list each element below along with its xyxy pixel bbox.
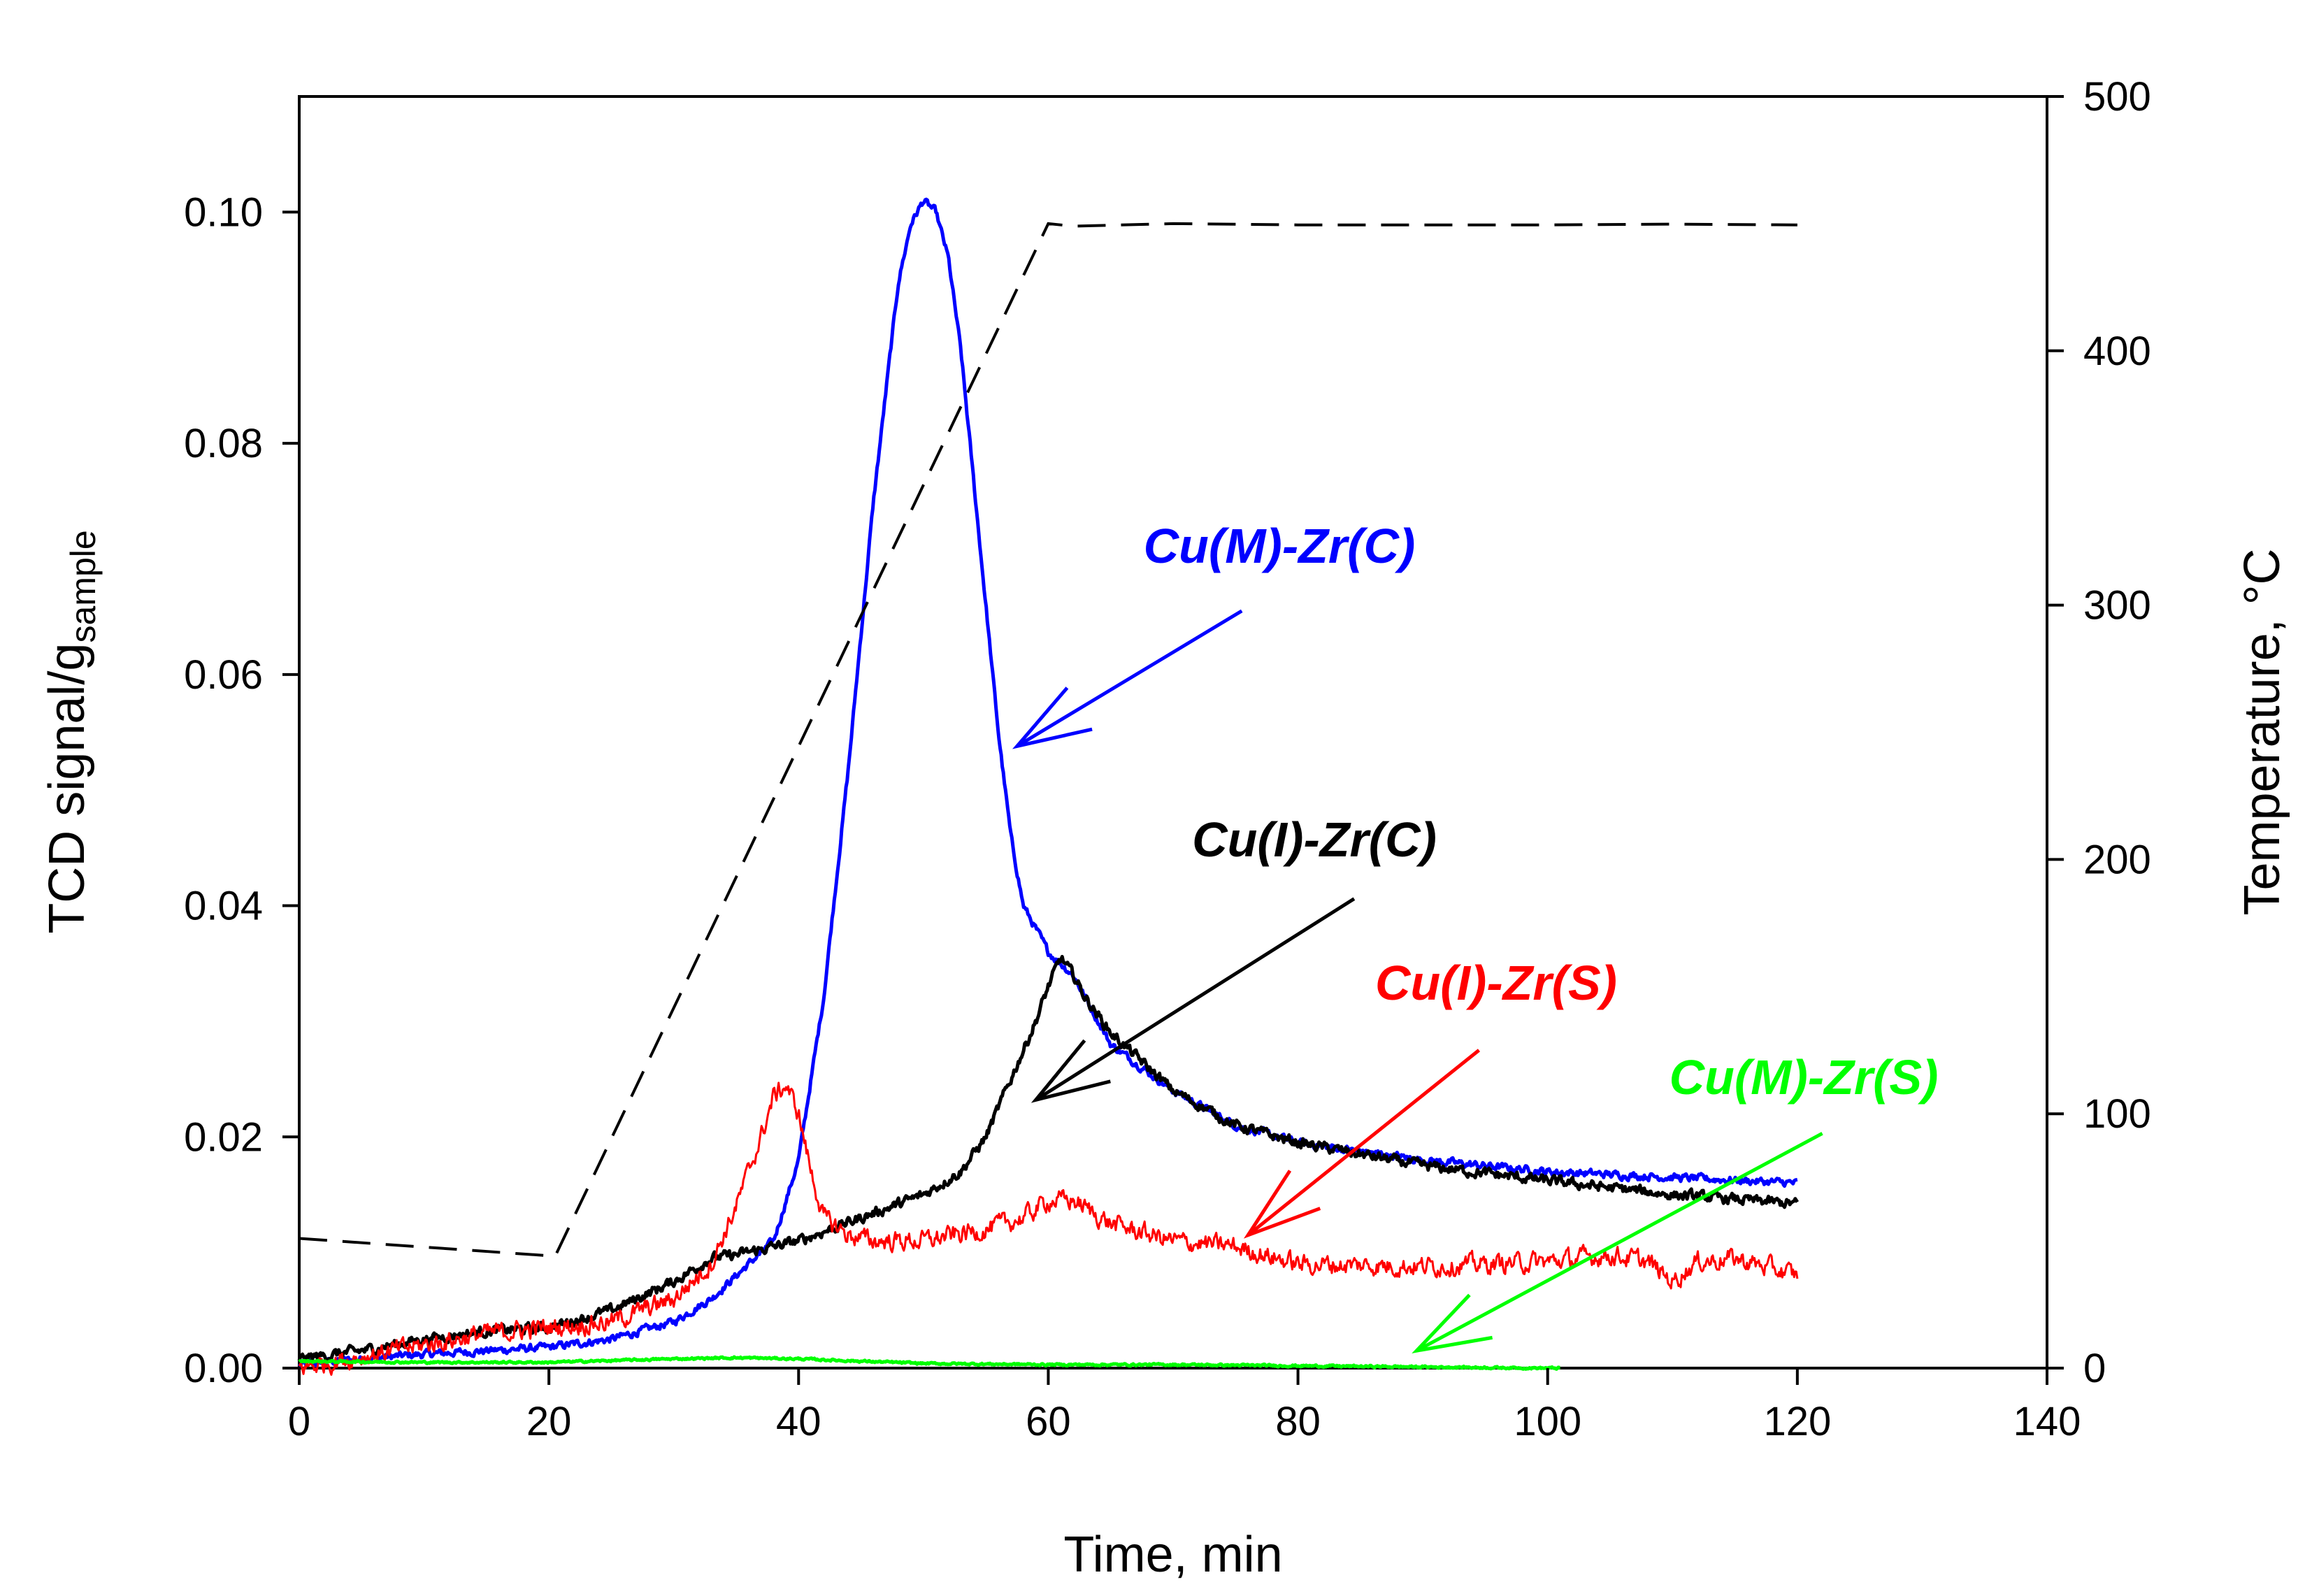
plot-area bbox=[298, 95, 2048, 1369]
y-axis-title-subscript: sample bbox=[64, 530, 103, 642]
arrowhead-cu-m-zr-s bbox=[1412, 1293, 1493, 1353]
y2-tick-label: 0 bbox=[2083, 1346, 2106, 1391]
y-tick-label: 0.08 bbox=[184, 421, 263, 466]
y-tick-label: 0.10 bbox=[184, 189, 263, 235]
y-axis-title-main: TCD signal/g bbox=[39, 643, 95, 934]
series-label-cu-m-zr-c: Cu(M)-Zr(C) bbox=[1144, 519, 1416, 573]
x-axis-title: Time, min bbox=[1063, 1527, 1282, 1583]
series-lines bbox=[297, 197, 1800, 1376]
arrow-cu-m-zr-s bbox=[1416, 1132, 1823, 1353]
temperature-dashed-line bbox=[299, 222, 1797, 1258]
x-tick-label: 0 bbox=[288, 1399, 310, 1444]
y2-tick-label: 300 bbox=[2083, 583, 2151, 628]
axis-ticks: 0 20 40 60 80 100 120 140 0.00 0.02 0.04 0.06 0.08 0.… bbox=[184, 74, 2151, 1444]
y-tick-label: 0.06 bbox=[184, 652, 263, 698]
y2-tick-label: 500 bbox=[2083, 74, 2151, 120]
x-tick-label: 40 bbox=[776, 1399, 821, 1444]
series-label-cu-i-zr-c: Cu(I)-Zr(C) bbox=[1192, 812, 1437, 867]
y-tick-label: 0.04 bbox=[184, 884, 263, 929]
series-line-cu-i-zr-s bbox=[298, 1081, 1799, 1376]
x-tick-label: 20 bbox=[526, 1399, 572, 1444]
y2-tick-label: 400 bbox=[2083, 329, 2151, 374]
x-tick-label: 140 bbox=[2013, 1399, 2081, 1444]
y-tick-label: 0.00 bbox=[184, 1346, 263, 1391]
y-axis-title: TCD signal/gsample bbox=[39, 530, 103, 933]
y-tick-label: 0.02 bbox=[184, 1114, 263, 1160]
series-label-cu-m-zr-s: Cu(M)-Zr(S) bbox=[1669, 1050, 1939, 1105]
x-tick-label: 60 bbox=[1026, 1399, 1071, 1444]
temperature-line bbox=[299, 222, 1797, 1258]
series-label-cu-i-zr-s: Cu(I)-Zr(S) bbox=[1375, 956, 1617, 1010]
x-tick-label: 120 bbox=[1763, 1399, 1831, 1444]
arrowhead-cu-i-zr-c bbox=[1031, 1039, 1111, 1103]
series-line-cu-m-zr-c bbox=[297, 197, 1798, 1368]
y2-tick-label: 100 bbox=[2083, 1091, 2151, 1137]
arrow-cu-i-zr-c bbox=[1035, 897, 1356, 1102]
x-tick-label: 100 bbox=[1514, 1399, 1581, 1444]
y2-axis-title: Temperature, °C bbox=[2234, 549, 2290, 916]
x-tick-label: 80 bbox=[1275, 1399, 1321, 1444]
annotations: Cu(M)-Zr(C) Cu(I)-Zr(C) Cu(I)-Zr(S) Cu(M)-Z… bbox=[1012, 519, 1939, 1353]
arrow-cu-m-zr-c bbox=[1016, 609, 1243, 748]
arrow-cu-i-zr-s bbox=[1247, 1049, 1481, 1237]
arrowhead-cu-m-zr-c bbox=[1012, 686, 1093, 749]
arrowhead-cu-i-zr-s bbox=[1243, 1170, 1321, 1239]
series-line-cu-m-zr-s bbox=[298, 1355, 1561, 1371]
y2-tick-label: 200 bbox=[2083, 837, 2151, 882]
